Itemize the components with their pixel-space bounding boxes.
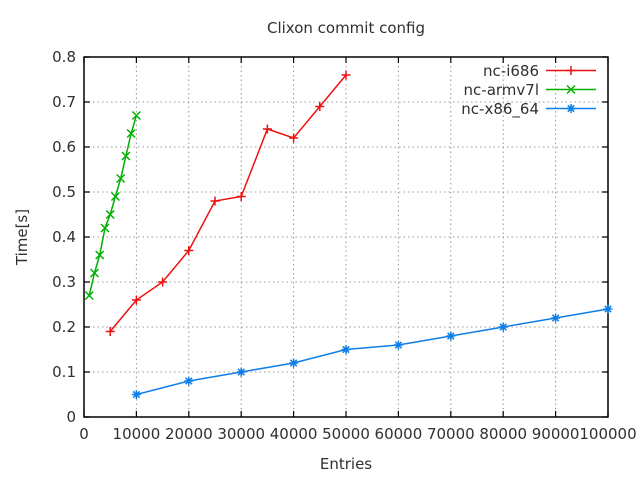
plot-border — [83, 56, 609, 418]
x-tick-label: 70000 — [427, 425, 475, 443]
legend-marker-nc-i686 — [566, 66, 576, 75]
x-tick-label: 10000 — [113, 425, 161, 443]
y-tick-label: 0.6 — [52, 138, 76, 156]
series-markers-nc-i686 — [105, 70, 351, 336]
y-tick-label: 0.8 — [52, 48, 76, 66]
y-tick-label: 0.1 — [52, 363, 76, 381]
x-tick-label: 0 — [79, 425, 89, 443]
y-tick-label: 0.3 — [52, 273, 76, 291]
series-line-nc-armv7l — [88, 115, 138, 296]
y-tick-label: 0.2 — [52, 318, 76, 336]
x-tick-label: 40000 — [270, 425, 318, 443]
y-tick-label: 0.5 — [52, 183, 76, 201]
x-tick-label: 30000 — [217, 425, 265, 443]
legend-entry: nc-i686 — [461, 61, 597, 80]
series-line-nc-i686 — [109, 74, 347, 332]
x-tick-label: 100000 — [579, 425, 636, 443]
x-tick-label: 20000 — [165, 425, 213, 443]
y-tick-label: 0.4 — [52, 228, 76, 246]
series-markers-nc-armv7l — [84, 110, 141, 301]
legend: nc-i686 nc-armv7l nc-x86_64 — [461, 61, 597, 118]
legend-marker-nc-x86_64 — [566, 104, 576, 113]
x-tick-label: 50000 — [322, 425, 370, 443]
chart-title: Clixon commit config — [266, 19, 426, 37]
x-tick-label: 60000 — [375, 425, 423, 443]
legend-sample-line — [546, 84, 596, 95]
y-tick-label: 0 — [66, 408, 76, 426]
legend-label: nc-armv7l — [463, 80, 539, 99]
x-tick-label: 80000 — [479, 425, 527, 443]
legend-entry: nc-armv7l — [461, 80, 597, 99]
series-markers-nc-x86_64 — [131, 304, 613, 399]
x-tick-label: 90000 — [532, 425, 580, 443]
legend-entry: nc-x86_64 — [461, 99, 597, 118]
series-line-nc-x86_64 — [136, 308, 609, 396]
legend-sample-line — [546, 66, 596, 75]
legend-label: nc-x86_64 — [461, 99, 539, 118]
legend-label: nc-i686 — [483, 61, 539, 80]
legend-marker-nc-armv7l — [566, 84, 576, 95]
y-axis-label: Time[s] — [13, 208, 31, 266]
y-tick-label: 0.7 — [52, 93, 76, 111]
legend-sample-line — [546, 104, 596, 113]
x-axis-label: Entries — [319, 455, 373, 473]
